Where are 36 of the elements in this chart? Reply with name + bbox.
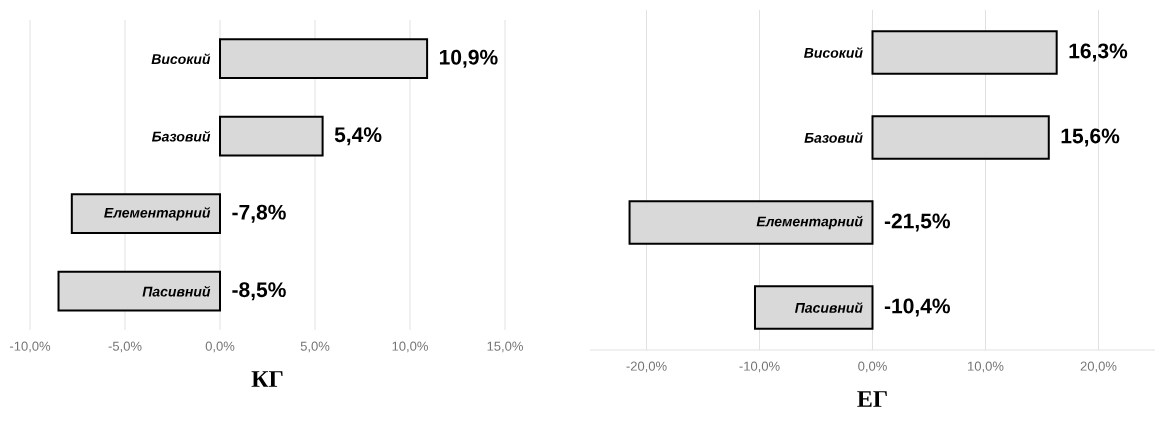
- bar: [219, 115, 324, 157]
- x-axis-title: ЕГ: [857, 391, 887, 407]
- bar: [753, 285, 874, 330]
- bar: [871, 115, 1050, 160]
- data-label: 10,9%: [439, 49, 498, 68]
- x-tick-label: 15,0%: [487, 341, 523, 353]
- bar: [219, 38, 429, 80]
- data-label: -7,8%: [232, 204, 286, 223]
- data-label: 5,4%: [334, 127, 382, 146]
- x-tick-label: 10,0%: [392, 341, 428, 353]
- y-tick-label: Пасивний: [142, 285, 211, 297]
- bar: [871, 30, 1058, 75]
- data-label: -8,5%: [232, 282, 286, 301]
- x-tick-label: 20,0%: [1080, 361, 1117, 373]
- data-label: 15,6%: [1061, 128, 1120, 147]
- y-tick-label: Високий: [151, 53, 211, 65]
- data-label: -10,4%: [884, 298, 950, 317]
- data-label: -21,5%: [884, 213, 950, 232]
- x-tick-label: -10,0%: [10, 341, 51, 353]
- y-tick-label: Елементарний: [104, 207, 211, 221]
- x-tick-label: -5,0%: [108, 341, 142, 353]
- data-label: 16,3%: [1069, 43, 1128, 62]
- y-tick-label: Елементарний: [756, 215, 863, 230]
- x-tick-label: 10,0%: [968, 361, 1004, 373]
- x-tick-label: 0,0%: [205, 341, 235, 353]
- bar: [57, 270, 222, 312]
- y-tick-label: Базовий: [804, 132, 863, 143]
- bar: [70, 193, 222, 235]
- x-tick-label: 0,0%: [858, 361, 887, 373]
- x-tick-label: -20,0%: [626, 361, 667, 373]
- y-tick-label: Базовий: [151, 130, 211, 142]
- x-tick-label: 5,0%: [300, 341, 330, 353]
- x-axis-title: КГ: [251, 371, 283, 387]
- x-tick-label: -10,0%: [739, 361, 780, 373]
- y-tick-label: Високий: [804, 47, 863, 58]
- y-tick-label: Пасивний: [795, 302, 863, 313]
